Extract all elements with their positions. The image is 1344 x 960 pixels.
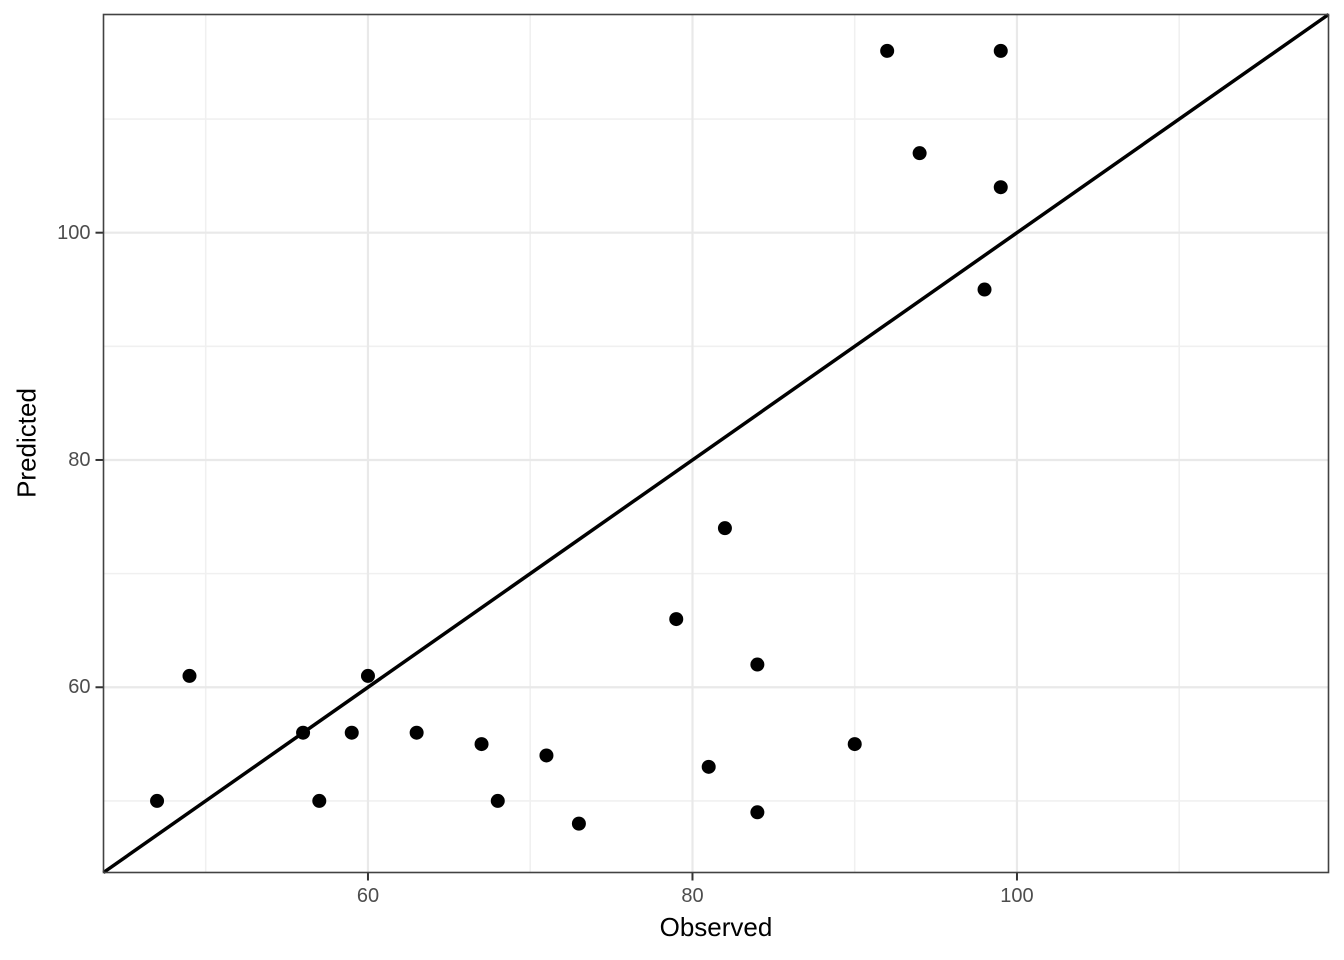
y-axis-title: Predicted — [11, 388, 42, 498]
data-point — [977, 282, 992, 297]
data-point — [490, 793, 505, 808]
data-point — [993, 180, 1008, 195]
x-tick-label: 100 — [1000, 884, 1034, 907]
y-tick-label: 60 — [68, 676, 91, 699]
data-point — [880, 43, 895, 58]
data-point — [312, 793, 327, 808]
data-point — [993, 43, 1008, 58]
y-tick-label: 80 — [68, 448, 91, 471]
data-point — [296, 725, 311, 740]
data-point — [912, 146, 927, 161]
data-point — [750, 805, 765, 820]
data-point — [150, 793, 165, 808]
data-point — [409, 725, 424, 740]
x-tick-label: 80 — [681, 884, 704, 907]
data-point — [701, 759, 716, 774]
y-tick-label: 100 — [57, 221, 91, 244]
data-point — [344, 725, 359, 740]
x-tick-label: 60 — [356, 884, 380, 907]
x-axis-title: Observed — [659, 912, 773, 942]
data-point — [539, 748, 554, 763]
data-point — [474, 737, 489, 752]
data-point — [669, 612, 684, 627]
data-point — [360, 668, 375, 683]
data-point — [571, 816, 586, 831]
data-point — [750, 657, 765, 672]
data-point — [717, 521, 732, 536]
data-point — [847, 737, 862, 752]
panel-border — [102, 13, 1330, 874]
data-point — [182, 668, 197, 683]
